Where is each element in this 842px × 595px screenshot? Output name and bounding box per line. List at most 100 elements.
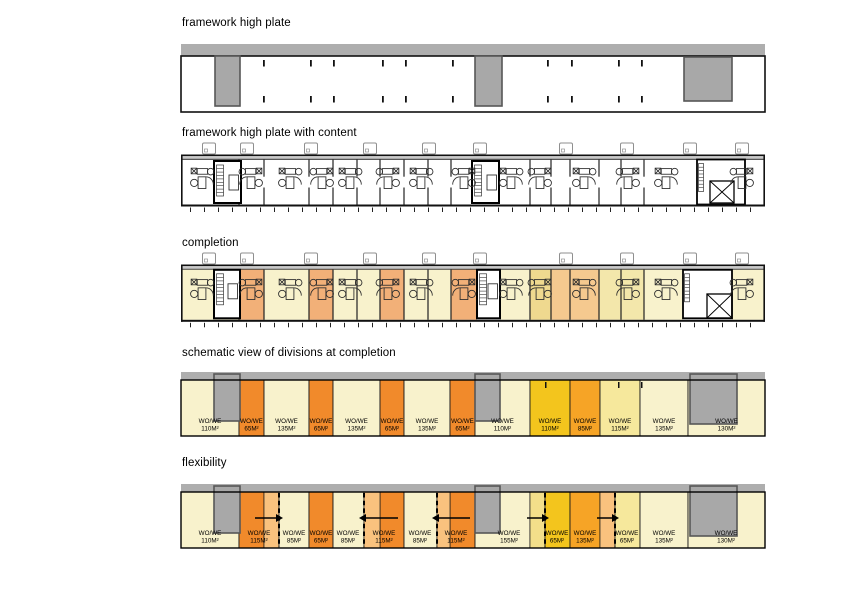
- service-core-block: [214, 55, 241, 107]
- unit-type-label: WO/WE: [199, 418, 222, 425]
- grid-tick: [333, 96, 335, 103]
- grid-tick: [540, 322, 541, 328]
- service-core-block: [689, 485, 738, 537]
- grid-tick: [274, 322, 275, 328]
- wall-stub: [569, 159, 571, 177]
- grid-tick: [190, 207, 191, 212]
- grid-tick: [358, 207, 359, 212]
- stair-tread: [698, 166, 704, 168]
- grid-tick: [694, 322, 695, 328]
- grid-tick: [330, 322, 331, 328]
- grid-tick: [400, 207, 401, 212]
- grid-tick: [638, 322, 639, 328]
- division-segment: [332, 491, 365, 549]
- grid-tick: [498, 322, 499, 328]
- unit-area-label: 135M²: [278, 426, 296, 433]
- stair-tread: [216, 301, 224, 302]
- grid-tick: [442, 322, 443, 328]
- stair-tread: [216, 182, 224, 183]
- balcony: [363, 142, 377, 155]
- division-fill: [551, 269, 599, 320]
- division-segment: [569, 491, 601, 549]
- stair-tread: [479, 284, 487, 285]
- stair-tread: [684, 287, 690, 288]
- flex-arrow-head: [359, 514, 366, 522]
- right-border: [763, 154, 765, 207]
- stair-tread: [479, 294, 487, 295]
- row-framework-high-plate: [180, 44, 766, 113]
- balcony-door: [242, 148, 246, 153]
- elevator: [228, 174, 239, 191]
- flex-arrow-head: [542, 514, 549, 522]
- balcony-door: [204, 258, 208, 263]
- grid-tick: [405, 60, 407, 67]
- service-core-block: [689, 373, 738, 425]
- grid-tick: [484, 322, 485, 328]
- unit-area-label: 65M²: [314, 426, 328, 433]
- grid-tick: [624, 207, 625, 212]
- unit-type-label: WO/WE: [609, 418, 632, 425]
- unit-type-label: WO/WE: [240, 418, 263, 425]
- stair-tread: [216, 178, 224, 180]
- grid-tick: [750, 322, 751, 328]
- grid-tick: [540, 207, 541, 212]
- stair-tread: [474, 168, 482, 169]
- grid-tick: [641, 60, 643, 67]
- division-fill: [239, 269, 264, 320]
- unit-type-label: WO/WE: [345, 418, 368, 425]
- unit-area-label: 65M²: [314, 538, 328, 545]
- slab-fill: [181, 266, 765, 269]
- grid-tick: [405, 96, 407, 103]
- stair-flight: [216, 273, 224, 306]
- service-core-block: [474, 55, 503, 107]
- unit-area-label: 65M²: [385, 426, 399, 433]
- balcony: [683, 252, 697, 265]
- grid-tick: [545, 382, 547, 388]
- grid-tick: [344, 207, 345, 212]
- grid-tick: [641, 382, 643, 388]
- wall-stub: [263, 187, 265, 205]
- slab-fill: [181, 156, 765, 159]
- stair-tread: [474, 192, 482, 193]
- unit-type-label: WO/WE: [248, 530, 271, 537]
- stair-core: [476, 268, 501, 320]
- grid-tick: [452, 96, 454, 103]
- division-segment: [639, 491, 689, 549]
- right-border: [763, 264, 765, 322]
- stair-tread: [216, 171, 224, 173]
- grid-tick: [302, 207, 303, 212]
- balcony: [559, 252, 573, 265]
- wall-stub: [643, 159, 645, 177]
- unit-area-label: 115M²: [250, 538, 267, 545]
- stair-tread: [698, 180, 704, 182]
- balcony-door: [561, 148, 565, 153]
- stair-tread: [698, 173, 704, 175]
- grid-tick: [750, 207, 751, 212]
- elevator: [227, 283, 238, 300]
- wall: [356, 269, 358, 320]
- wall: [263, 269, 265, 320]
- grid-tick: [452, 60, 454, 67]
- division-fill: [309, 269, 333, 320]
- balcony: [473, 252, 487, 265]
- unit-glyph: [615, 167, 640, 189]
- unit-glyph: [527, 167, 552, 189]
- wall-stub: [450, 159, 452, 177]
- unit-area-label: 65M²: [550, 538, 564, 545]
- balcony: [202, 142, 216, 155]
- stair-tread: [216, 284, 224, 285]
- stair-tread: [216, 192, 224, 193]
- balcony-door: [561, 258, 565, 263]
- slab-line-bottom: [181, 158, 765, 160]
- balcony: [735, 142, 749, 155]
- plate-outline: [180, 55, 766, 113]
- balcony-door: [365, 148, 369, 153]
- stair-tread: [474, 178, 482, 180]
- balcony: [422, 252, 436, 265]
- wall: [529, 269, 531, 320]
- grid-tick: [260, 207, 261, 212]
- grid-tick: [512, 207, 513, 212]
- unit-glyph: [338, 167, 363, 189]
- unit-glyph: [278, 167, 303, 189]
- stair-tread: [479, 290, 487, 292]
